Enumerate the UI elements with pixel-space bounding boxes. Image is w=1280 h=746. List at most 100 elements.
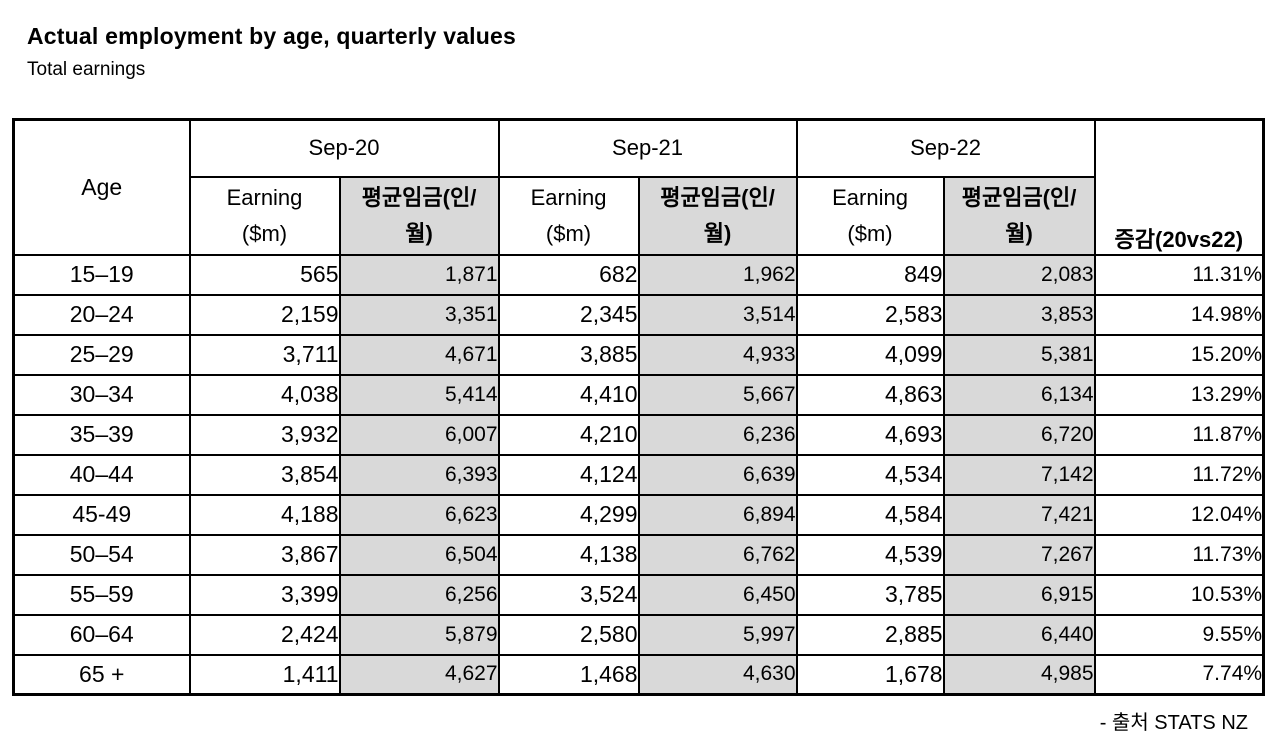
table-row: 25–29 3,711 4,671 3,885 4,933 4,099 5,381 15.20… <box>12 333 1265 376</box>
earning-header-line1: Earning <box>530 184 607 210</box>
table-row: 35–39 3,932 6,007 4,210 6,236 4,693 6,720 11.87… <box>12 413 1265 456</box>
earning-cell: 2,583 <box>795 293 945 336</box>
earning-cell: 3,785 <box>795 573 945 616</box>
earning-cell: 4,863 <box>795 373 945 416</box>
avg-wage-cell: 7,421 <box>942 493 1096 536</box>
sep22-avg-wage-header: 평균임금(인/월) <box>942 175 1096 256</box>
page-subtitle: Total earnings <box>27 59 146 80</box>
table-row: 50–54 3,867 6,504 4,138 6,762 4,539 7,267 11.73… <box>12 533 1265 576</box>
avg-wage-cell: 7,142 <box>942 453 1096 496</box>
avg-wage-header-line2: 월) <box>405 220 433 246</box>
change-cell: 11.73% <box>1093 533 1265 576</box>
table-row: 20–24 2,159 3,351 2,345 3,514 2,583 3,853 14.98… <box>12 293 1265 336</box>
sep22-earning-header: Earning ($m) <box>795 175 945 256</box>
earning-cell: 4,210 <box>497 413 640 456</box>
group-header-sep21: Sep-21 <box>497 118 798 178</box>
table-row: 45-49 4,188 6,623 4,299 6,894 4,584 7,421 12.04… <box>12 493 1265 536</box>
earning-cell: 4,534 <box>795 453 945 496</box>
avg-wage-cell: 5,667 <box>637 373 798 416</box>
sep21-avg-wage-header: 평균임금(인/월) <box>637 175 798 256</box>
earning-cell: 4,188 <box>188 493 341 536</box>
earning-cell: 3,524 <box>497 573 640 616</box>
earning-cell: 2,159 <box>188 293 341 336</box>
earning-cell: 1,678 <box>795 653 945 696</box>
age-column-header: Age <box>12 118 191 256</box>
avg-wage-cell: 6,720 <box>942 413 1096 456</box>
earning-cell: 1,411 <box>188 653 341 696</box>
earning-cell: 4,299 <box>497 493 640 536</box>
earning-cell: 3,885 <box>497 333 640 376</box>
avg-wage-cell: 4,671 <box>338 333 500 376</box>
age-cell: 20–24 <box>12 293 191 336</box>
earning-cell: 3,399 <box>188 573 341 616</box>
avg-wage-cell: 4,985 <box>942 653 1096 696</box>
earning-cell: 4,584 <box>795 493 945 536</box>
earning-cell: 3,711 <box>188 333 341 376</box>
sep20-earning-header: Earning ($m) <box>188 175 341 256</box>
avg-wage-header-line1: 평균임금(인/ <box>361 184 477 210</box>
age-cell: 30–34 <box>12 373 191 416</box>
earning-cell: 2,345 <box>497 293 640 336</box>
earning-cell: 682 <box>497 253 640 296</box>
earning-header-line2: ($m) <box>847 220 893 246</box>
source-note: - 출처 STATS NZ <box>1099 712 1248 734</box>
age-cell: 45-49 <box>12 493 191 536</box>
earning-cell: 3,932 <box>188 413 341 456</box>
avg-wage-cell: 7,267 <box>942 533 1096 576</box>
avg-wage-cell: 6,504 <box>338 533 500 576</box>
avg-wage-cell: 5,381 <box>942 333 1096 376</box>
age-cell: 25–29 <box>12 333 191 376</box>
change-cell: 10.53% <box>1093 573 1265 616</box>
table-row: 55–59 3,399 6,256 3,524 6,450 3,785 6,915 10.53… <box>12 573 1265 616</box>
earning-cell: 4,539 <box>795 533 945 576</box>
avg-wage-cell: 3,351 <box>338 293 500 336</box>
change-column-header: 증감(20vs22) <box>1093 118 1265 256</box>
sep21-earning-header: Earning ($m) <box>497 175 640 256</box>
age-cell: 40–44 <box>12 453 191 496</box>
avg-wage-cell: 1,962 <box>637 253 798 296</box>
earning-cell: 4,124 <box>497 453 640 496</box>
earning-cell: 2,580 <box>497 613 640 656</box>
sep20-avg-wage-header: 평균임금(인/월) <box>338 175 500 256</box>
avg-wage-cell: 6,639 <box>637 453 798 496</box>
avg-wage-cell: 2,083 <box>942 253 1096 296</box>
earning-cell: 4,138 <box>497 533 640 576</box>
change-cell: 11.31% <box>1093 253 1265 296</box>
earning-cell: 3,854 <box>188 453 341 496</box>
avg-wage-cell: 4,933 <box>637 333 798 376</box>
avg-wage-cell: 5,414 <box>338 373 500 416</box>
table-row: 15–19 565 1,871 682 1,962 849 2,083 11.31% <box>12 253 1265 296</box>
earning-cell: 4,693 <box>795 413 945 456</box>
avg-wage-cell: 6,007 <box>338 413 500 456</box>
earning-cell: 2,424 <box>188 613 341 656</box>
earning-header-line1: Earning <box>226 184 303 210</box>
avg-wage-cell: 6,134 <box>942 373 1096 416</box>
avg-wage-cell: 6,915 <box>942 573 1096 616</box>
employment-by-age-table: Age Sep-20 Sep-21 Sep-22 증감(20vs22) Earn… <box>12 118 1266 696</box>
table-row: 30–34 4,038 5,414 4,410 5,667 4,863 6,134 13.29… <box>12 373 1265 416</box>
avg-wage-cell: 6,762 <box>637 533 798 576</box>
group-header-sep20: Sep-20 <box>188 118 500 178</box>
table-row: 40–44 3,854 6,393 4,124 6,639 4,534 7,142 11.72… <box>12 453 1265 496</box>
table-row: 60–64 2,424 5,879 2,580 5,997 2,885 6,440 9.55% <box>12 613 1265 656</box>
change-cell: 11.72% <box>1093 453 1265 496</box>
earning-header-line2: ($m) <box>545 220 592 246</box>
avg-wage-header-line2: 월) <box>703 220 732 246</box>
avg-wage-cell: 6,894 <box>637 493 798 536</box>
earning-cell: 4,038 <box>188 373 341 416</box>
avg-wage-cell: 3,514 <box>637 293 798 336</box>
table-row: 65 +1,411 4,627 1,468 4,630 1,678 4,985 7.74% <box>12 653 1265 696</box>
change-cell: 13.29% <box>1093 373 1265 416</box>
age-cell: 15–19 <box>12 253 191 296</box>
earning-header-line1: Earning <box>832 184 908 210</box>
avg-wage-cell: 6,393 <box>338 453 500 496</box>
change-cell: 7.74% <box>1093 653 1265 696</box>
avg-wage-cell: 6,236 <box>637 413 798 456</box>
avg-wage-header-line2: 월) <box>1005 220 1033 246</box>
avg-wage-cell: 6,440 <box>942 613 1096 656</box>
avg-wage-cell: 6,256 <box>338 573 500 616</box>
age-cell: 35–39 <box>12 413 191 456</box>
earning-cell: 4,410 <box>497 373 640 416</box>
earning-cell: 565 <box>188 253 341 296</box>
avg-wage-cell: 5,879 <box>338 613 500 656</box>
